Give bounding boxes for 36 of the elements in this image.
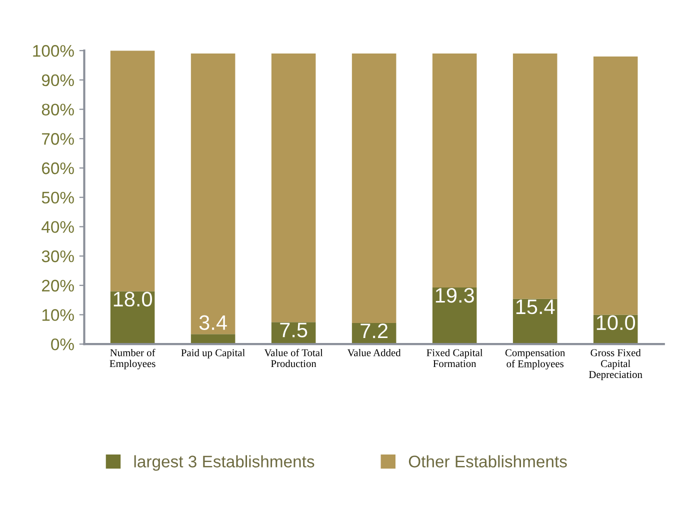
bar xyxy=(190,334,236,344)
bar xyxy=(110,50,155,292)
data-label: 3.4 xyxy=(199,315,227,330)
bar xyxy=(190,54,236,334)
bar xyxy=(352,54,396,323)
data-label: 10.0 xyxy=(596,315,636,330)
x-tick-label: Value Added xyxy=(347,348,401,356)
bar xyxy=(593,56,638,315)
y-tick-label: 100% xyxy=(33,45,74,57)
y-tick-label: 80% xyxy=(42,104,74,116)
y-tick-label: 10% xyxy=(42,309,74,321)
data-label: 19.3 xyxy=(436,288,474,303)
y-tick-label: 90% xyxy=(42,74,74,86)
y-tick-label: 50% xyxy=(42,192,74,204)
y-tick-label: 70% xyxy=(42,133,74,145)
x-tick-label: Compensation of Employees xyxy=(505,349,566,370)
legend-label: Other Establishments xyxy=(408,455,567,468)
y-tick-label: 60% xyxy=(42,162,74,174)
x-tick-label: Paid up Capital xyxy=(181,348,245,358)
bar xyxy=(512,54,558,299)
y-tick-label: 20% xyxy=(42,280,74,292)
bar xyxy=(432,287,477,344)
bar xyxy=(432,54,477,288)
x-tick-label: Fixed Capital Formation xyxy=(426,348,483,368)
x-tick-label: Value of Total Production xyxy=(264,348,323,368)
data-label: 18.0 xyxy=(114,292,152,307)
bar xyxy=(271,54,316,322)
data-label: 7.5 xyxy=(280,322,308,338)
x-tick-label: Gross Fixed Capital Depreciation xyxy=(588,348,642,380)
data-label: 7.2 xyxy=(360,324,388,338)
y-tick-label: 30% xyxy=(42,250,74,262)
legend-label: largest 3 Establishments xyxy=(134,455,314,471)
y-tick-label: 0% xyxy=(51,338,74,350)
y-tick-label: 40% xyxy=(42,221,74,233)
x-tick-label: Number of Employees xyxy=(110,348,156,370)
data-label: 15.4 xyxy=(516,300,555,314)
